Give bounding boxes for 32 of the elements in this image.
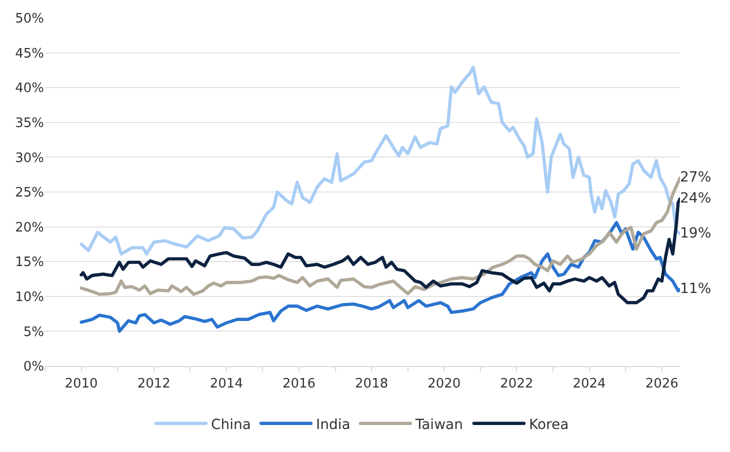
data-label: 24% — [680, 190, 712, 206]
x-tick-label: 2014 — [210, 376, 243, 392]
x-tick-label: 2022 — [500, 376, 534, 392]
x-tick-label: 2012 — [137, 376, 170, 392]
line-series — [80, 221, 680, 333]
line-series — [80, 176, 680, 296]
y-tick-label: 0% — [23, 360, 44, 375]
x-tick-label: 2018 — [355, 376, 388, 392]
legend-label: India — [316, 416, 350, 433]
x-tick-label: 2010 — [64, 376, 98, 392]
y-tick-label: 20% — [15, 220, 44, 236]
line-series — [80, 197, 680, 304]
y-tick-label: 30% — [15, 150, 44, 166]
y-tick-label: 5% — [23, 324, 44, 340]
y-tick-label: 10% — [15, 290, 44, 305]
legend-label: Taiwan — [414, 416, 463, 433]
data-label: 27% — [680, 170, 712, 186]
y-tick-label: 40% — [15, 81, 44, 96]
legend-label: Korea — [528, 416, 569, 433]
data-label: 11% — [680, 280, 712, 297]
y-tick-label: 50% — [15, 12, 44, 27]
x-tick-label: 2020 — [428, 376, 461, 392]
y-tick-label: 35% — [15, 116, 44, 131]
y-tick-label: 15% — [15, 255, 44, 270]
x-tick-label: 2016 — [282, 376, 316, 392]
y-tick-label: 45% — [15, 46, 44, 62]
y-tick-label: 25% — [15, 186, 44, 201]
x-tick-label: 2026 — [645, 376, 678, 392]
line-series — [80, 66, 680, 256]
data-label: 19% — [680, 225, 712, 242]
x-tick-label: 2024 — [572, 376, 606, 392]
legend-label: China — [211, 416, 251, 433]
